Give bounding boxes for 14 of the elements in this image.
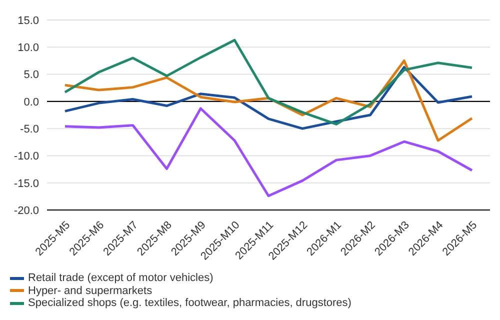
line-series [64,66,474,130]
y-tick-label: -5.0 [20,123,39,136]
line-series [64,38,474,126]
line-series [64,107,474,198]
y-tick-label: 10.0 [18,42,39,54]
y-tick-label: 0.0 [24,96,39,108]
legend-label: Retail trade (except of motor vehicles) [28,272,214,284]
y-tick-label: -10.0 [14,150,39,163]
y-tick-label: 15.0 [18,14,39,27]
y-tick-label: 5.0 [24,69,39,82]
legend-label: Hyper- and supermarkets [28,284,152,296]
y-tick-label: -15.0 [14,178,39,190]
y-tick-label: -20.0 [14,204,39,217]
legend-label: Specialized shops (e.g. textiles, footwear, pharmacies, drugstores) [28,297,352,309]
